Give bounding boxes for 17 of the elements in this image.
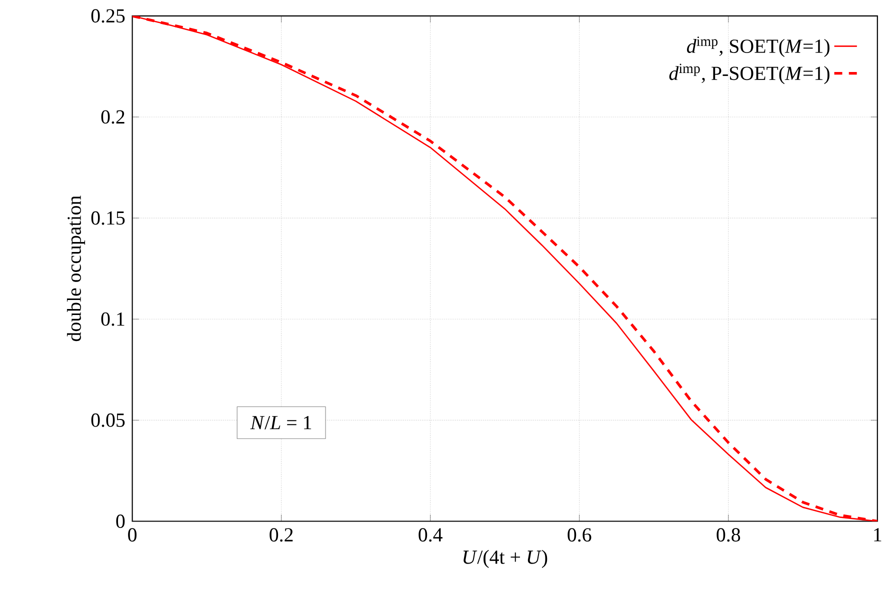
y-axis-title: double occupation	[66, 196, 86, 342]
x-tick-label: 1	[874, 528, 882, 542]
x-tick-label: 0.6	[568, 528, 592, 542]
annotation: N/L = 1	[250, 416, 312, 430]
x-tick-label: 0.4	[418, 528, 442, 542]
y-tick-label: 0	[116, 514, 125, 528]
y-tick-label: 0.25	[91, 9, 125, 23]
y-tick-label: 0.05	[91, 414, 125, 428]
legend-label: d$^{imp}$, P-SOET(M=1)	[669, 64, 830, 84]
x-axis-title: U/(4t + U)	[464, 550, 548, 568]
x-tick-label: 0.2	[270, 528, 293, 542]
y-tick-label: 0.2	[101, 110, 124, 124]
x-tick-label: 0.8	[716, 528, 740, 542]
x-tick-label: 0	[128, 528, 137, 542]
y-tick-label: 0.1	[101, 312, 124, 326]
legend-label: d$^{imp}$, SOET(M=1)	[686, 36, 830, 58]
y-tick-label: 0.15	[91, 211, 125, 225]
